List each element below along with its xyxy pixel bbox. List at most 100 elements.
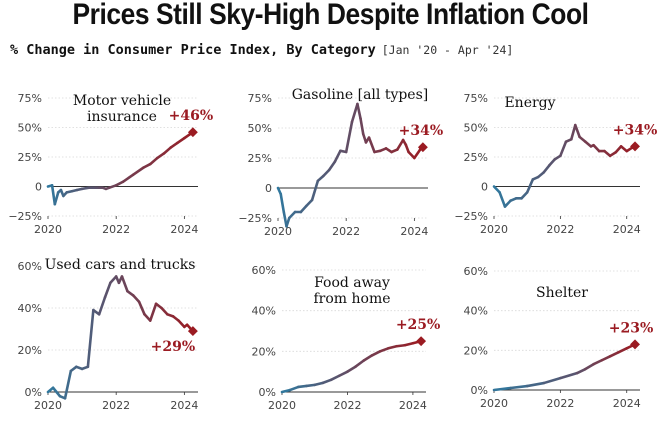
y-tick-label: 0 [481, 181, 488, 194]
subtitle: % Change in Consumer Price Index, By Cat… [10, 42, 513, 58]
end-point-marker [630, 339, 640, 350]
y-tick-label: 75% [464, 92, 488, 105]
series-segment [155, 152, 166, 160]
series-segment [600, 354, 612, 362]
series-segment [525, 178, 535, 194]
series-segment [103, 281, 112, 299]
chart-title: Energy [504, 95, 555, 111]
end-point-marker [187, 326, 198, 337]
chart-title: Motor vehicle [73, 93, 171, 109]
y-tick-label: 20% [464, 344, 488, 357]
y-tick-label: 40% [464, 305, 488, 318]
series-segment [350, 102, 359, 124]
series-segment [160, 306, 169, 316]
series-segment [559, 371, 579, 380]
series-segment [327, 160, 337, 172]
chart-title: from home [313, 291, 390, 307]
y-tick-label: 20% [18, 344, 42, 357]
end-value-label: +34% [613, 122, 658, 138]
x-tick-label: 2024 [399, 399, 427, 412]
y-tick-label: 60% [252, 264, 276, 277]
y-tick-label: −25% [238, 212, 272, 225]
series-segment [387, 344, 398, 350]
chart-panel-3: −25% 0 25% 50% 75% 2020 2022 2024 +34% Energy [454, 92, 657, 236]
series-segment [362, 354, 374, 362]
end-point-marker [417, 142, 428, 153]
y-tick-label: 75% [18, 92, 42, 105]
x-tick-label: 2020 [268, 399, 296, 412]
y-tick-label: 60% [18, 260, 42, 273]
series-segment [520, 191, 529, 200]
x-tick-label: 2024 [170, 399, 198, 412]
end-value-label: +25% [396, 317, 441, 333]
series-segment [97, 296, 107, 316]
x-tick-label: 2020 [480, 223, 508, 236]
series-segment [559, 140, 568, 158]
y-tick-label: 50% [464, 122, 488, 135]
series-segment [407, 150, 416, 160]
y-tick-label: −25% [454, 210, 488, 223]
chart-panel-5: 0% 20% 40% 60% 2020 2022 2024 +25% Food awayfrom… [252, 264, 441, 412]
series-segment [614, 145, 623, 154]
end-point-marker [416, 336, 427, 347]
series-segment [131, 294, 141, 304]
y-tick-label: 20% [252, 345, 276, 358]
series-segment [176, 136, 186, 145]
series-segment [498, 191, 507, 208]
y-tick-label: 40% [252, 305, 276, 318]
series-segment [570, 123, 577, 141]
series-segment [288, 385, 300, 392]
x-tick-label: 2022 [332, 225, 360, 238]
y-tick-label: 0% [259, 386, 276, 399]
series-segment [575, 367, 587, 375]
chart-title: Gasoline [all types] [292, 87, 429, 103]
series-segment [354, 359, 366, 368]
y-tick-label: 75% [248, 92, 272, 105]
series-segment [592, 143, 601, 153]
series-segment [525, 381, 546, 388]
y-tick-label: 25% [18, 151, 42, 164]
series-segment [53, 191, 60, 206]
series-segment [548, 158, 557, 167]
x-tick-label: 2022 [102, 399, 130, 412]
series-segment [137, 300, 146, 316]
series-segment [322, 168, 331, 178]
series-segment [310, 179, 320, 202]
chart-panel-1: −25% 0 25% 50% 75% 2020 2022 2024 +46%Motor vehi… [8, 92, 213, 236]
y-tick-label: 50% [18, 122, 42, 135]
series-segment [356, 102, 362, 120]
series-segment [413, 148, 422, 160]
series-segment [148, 156, 159, 166]
series-segment [299, 204, 308, 214]
date-range: [Jan '20 - Apr '24] [381, 43, 514, 57]
series-segment [120, 275, 129, 293]
series-segment [396, 138, 405, 151]
series-segment [329, 374, 341, 382]
series-segment [608, 351, 620, 358]
series-segment [344, 120, 354, 154]
series-segment [617, 347, 629, 354]
series-segment [592, 358, 604, 366]
x-tick-label: 2022 [546, 397, 574, 410]
series-segment [492, 386, 512, 392]
end-value-label: +34% [399, 123, 444, 139]
chart-title: Food away [314, 275, 390, 291]
series-segment [492, 185, 501, 194]
series-segment [162, 146, 173, 155]
chart-panel-2: −25% 0 25% 50% 75% 2020 2022 2024 +34% Gasoline [… [238, 87, 443, 238]
series-segment [131, 166, 145, 176]
end-value-label: +29% [151, 339, 196, 355]
x-tick-label: 2024 [400, 225, 428, 238]
end-value-label: +46% [169, 108, 214, 124]
series-segment [346, 365, 357, 373]
y-tick-label: 50% [248, 122, 272, 135]
series-segment [337, 370, 349, 378]
chart-title: insurance [87, 109, 157, 125]
series-segment [378, 346, 390, 353]
series-segment [63, 369, 73, 400]
series-segment [542, 163, 551, 174]
end-point-marker [187, 127, 198, 138]
y-tick-label: 60% [464, 265, 488, 278]
series-segment [321, 378, 333, 385]
chart-panel-4: 0% 20% 40% 60% 2020 2022 2024 +29% Used cars and… [18, 257, 199, 412]
